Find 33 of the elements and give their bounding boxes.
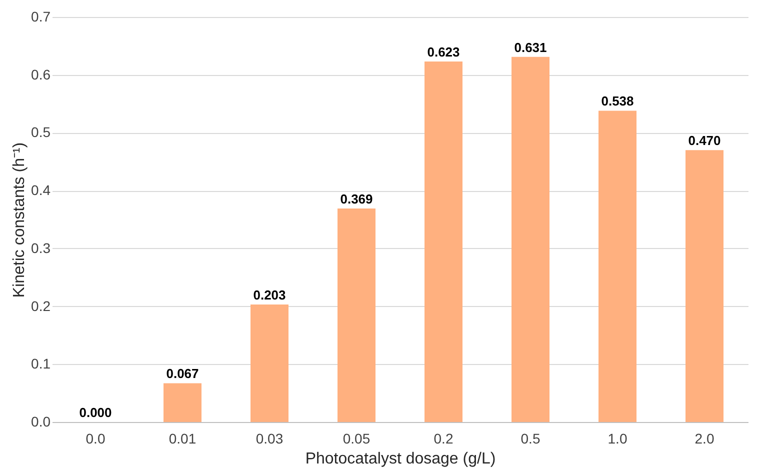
bar — [424, 62, 462, 422]
bar — [338, 208, 376, 422]
x-tick-label: 0.5 — [520, 430, 540, 446]
x-tick-label: 2.0 — [694, 430, 714, 446]
data-label: 0.067 — [166, 366, 199, 382]
data-label: 0.470 — [688, 133, 721, 148]
bar — [512, 56, 550, 422]
bar — [164, 383, 202, 422]
bar — [250, 304, 288, 422]
bar — [686, 150, 724, 422]
y-tick-label: 0.5 — [31, 124, 51, 140]
y-tick-label: 0.7 — [31, 8, 51, 24]
y-tick-label: 0.3 — [31, 240, 51, 256]
x-axis-title: Photocatalyst dosage (g/L) — [305, 450, 496, 468]
bar — [598, 110, 636, 422]
x-tick-label: 0.03 — [256, 430, 284, 446]
x-tick-label: 0.0 — [86, 430, 106, 446]
x-tick-label: 0.05 — [342, 430, 370, 446]
y-tick-label: 0.4 — [31, 182, 51, 198]
y-tick-label: 0.1 — [31, 356, 51, 372]
y-axis-title: Kinetic constants (h⁻¹) — [11, 142, 28, 298]
y-tick-label: 0.6 — [31, 66, 51, 82]
y-tick-label: 0.0 — [31, 414, 51, 430]
data-label: 0.369 — [340, 192, 373, 207]
data-label: 0.000 — [79, 405, 112, 420]
y-tick-label: 0.2 — [31, 298, 51, 314]
data-label: 0.538 — [601, 94, 634, 109]
data-label: 0.631 — [514, 40, 547, 55]
data-label: 0.623 — [427, 44, 460, 60]
x-tick-label: 1.0 — [608, 430, 628, 446]
data-label: 0.203 — [253, 288, 286, 303]
x-tick-label: 0.01 — [168, 430, 196, 446]
x-tick-label: 0.2 — [434, 430, 454, 446]
